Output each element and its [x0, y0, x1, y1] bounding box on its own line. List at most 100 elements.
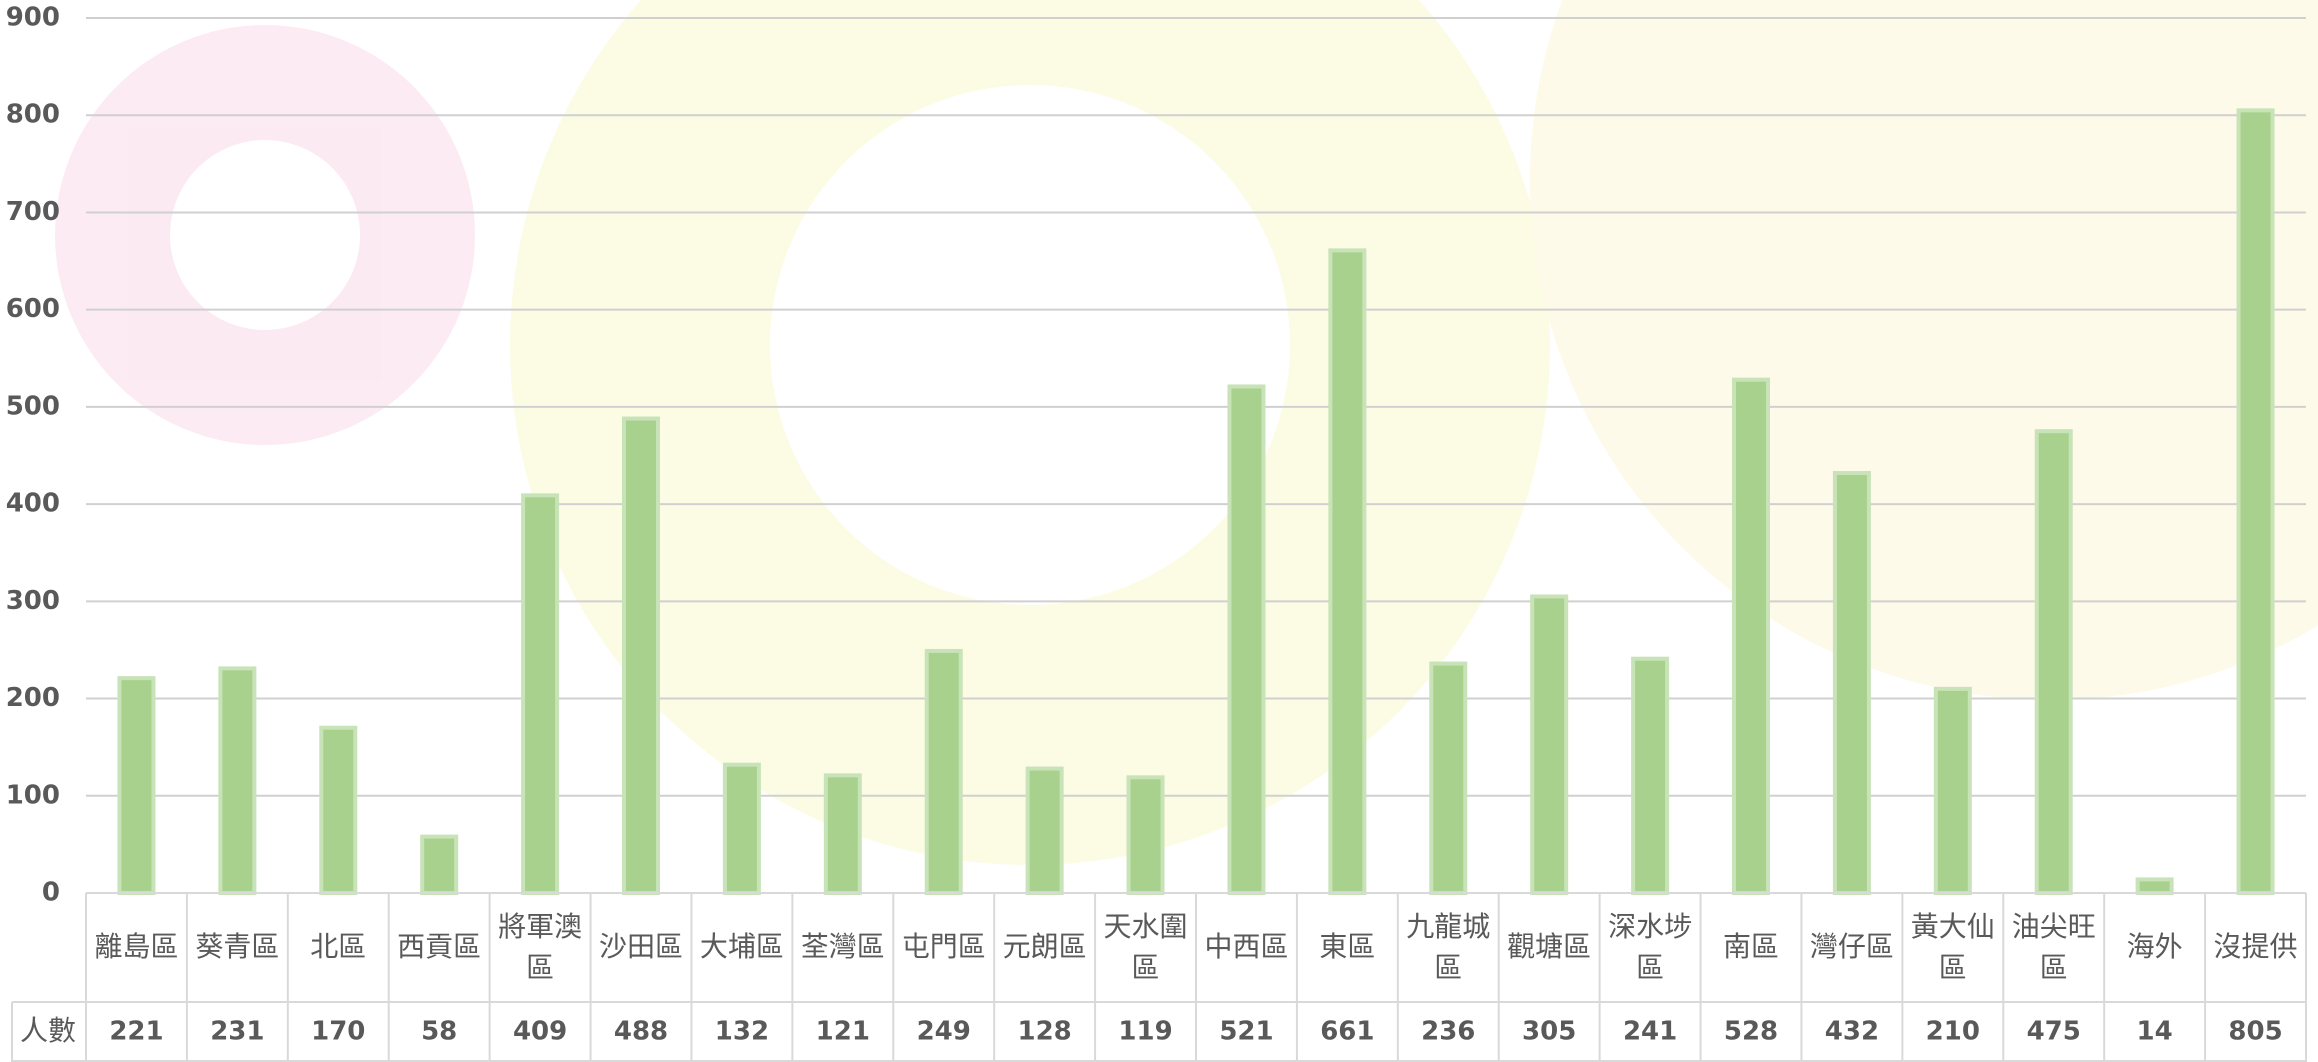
value-label: 128: [1017, 1017, 1071, 1047]
x-tick-label: 沒提供: [2213, 930, 2298, 964]
y-tick-label: 700: [6, 197, 60, 227]
value-label: 14: [2137, 1017, 2173, 1047]
value-label: 119: [1118, 1017, 1172, 1047]
x-tick-cell: 西貢區: [397, 930, 482, 964]
bar: [420, 834, 459, 895]
bar: [1025, 766, 1064, 895]
value-label: 58: [421, 1017, 457, 1047]
x-tick-cell: 屯門區: [901, 930, 986, 964]
x-tick-cell: 大埔區: [699, 930, 784, 964]
value-label: 121: [816, 1017, 870, 1047]
value-label: 249: [917, 1017, 971, 1047]
x-tick-cell: 離島區: [94, 930, 179, 964]
bar: [1530, 594, 1569, 895]
value-label: 488: [614, 1017, 668, 1047]
x-tick-cell: 深水埗區: [1608, 909, 1693, 984]
x-tick-cell: 觀塘區: [1507, 930, 1592, 964]
bar: [1429, 661, 1468, 895]
y-tick-label: 400: [6, 489, 60, 519]
x-tick-cell: 將軍澳區: [498, 909, 583, 984]
bar: [1126, 775, 1165, 895]
x-tick-cell: 東區: [1319, 930, 1376, 964]
bar: [1732, 377, 1770, 895]
value-label: 241: [1623, 1017, 1677, 1047]
x-tick-label: 屯門區: [901, 930, 986, 964]
x-tick-label: 油尖旺區: [2011, 909, 2096, 984]
x-tick-label: 葵青區: [195, 930, 280, 964]
value-label: 661: [1320, 1017, 1374, 1047]
x-tick-label: 南區: [1722, 930, 1779, 964]
y-tick-label: 900: [6, 3, 60, 33]
y-tick-label: 500: [6, 391, 60, 421]
x-tick-cell: 葵青區: [195, 930, 280, 964]
value-label: 409: [513, 1017, 567, 1047]
bar: [521, 493, 560, 895]
y-tick-label: 600: [6, 294, 60, 324]
bar: [823, 773, 862, 895]
bar: [1933, 686, 1972, 895]
legend-label: 人數: [20, 1014, 76, 1047]
bar: [2236, 108, 2275, 896]
x-tick-cell: 油尖旺區: [2011, 909, 2096, 984]
value-label: 236: [1421, 1017, 1475, 1047]
x-tick-cell: 沙田區: [598, 930, 683, 964]
bar: [1832, 471, 1871, 895]
value-label: 305: [1522, 1017, 1576, 1047]
value-label: 528: [1724, 1017, 1778, 1047]
x-tick-cell: 黃大仙區: [1910, 909, 1995, 984]
x-tick-cell: 中西區: [1204, 930, 1289, 964]
x-tick-label: 東區: [1319, 930, 1376, 964]
x-tick-cell: 北區: [310, 930, 367, 964]
x-tick-cell: 九龍城區: [1406, 909, 1491, 984]
value-label: 805: [2228, 1017, 2282, 1047]
x-tick-label: 大埔區: [699, 930, 784, 964]
x-tick-cell: 南區: [1722, 930, 1779, 964]
bar: [622, 416, 660, 895]
x-tick-label: 天水圍區: [1103, 909, 1188, 984]
x-tick-cell: 元朗區: [1002, 930, 1087, 964]
bar: [924, 648, 963, 896]
y-tick-label: 0: [42, 878, 60, 908]
x-tick-cell: 荃灣區: [800, 930, 885, 964]
value-label: 210: [1926, 1017, 1980, 1047]
x-tick-label: 沙田區: [598, 930, 683, 964]
bar: [218, 666, 257, 896]
bar: [2135, 877, 2174, 896]
x-tick-cell: 天水圍區: [1103, 909, 1188, 984]
x-tick-label: 觀塘區: [1507, 930, 1592, 964]
bar: [2034, 429, 2073, 895]
y-tick-label: 200: [6, 683, 60, 713]
x-tick-label: 深水埗區: [1608, 909, 1693, 984]
y-tick-label: 300: [6, 586, 60, 616]
x-tick-label: 北區: [310, 930, 367, 964]
x-tick-label: 中西區: [1204, 930, 1289, 964]
x-tick-label: 元朗區: [1002, 930, 1087, 964]
value-label: 231: [210, 1017, 264, 1047]
background-gears: [55, 0, 2318, 865]
bar: [319, 725, 358, 895]
bar: [117, 676, 156, 896]
x-tick-cell: 灣仔區: [1809, 930, 1894, 964]
x-tick-label: 灣仔區: [1809, 930, 1894, 964]
x-tick-label: 黃大仙區: [1910, 909, 1995, 984]
bar: [1227, 384, 1266, 895]
y-tick-label: 800: [6, 100, 60, 130]
x-tick-cell: 沒提供: [2213, 930, 2298, 964]
x-tick-label: 海外: [2126, 930, 2183, 964]
x-tick-label: 離島區: [94, 930, 179, 964]
bar: [1328, 248, 1367, 896]
x-tick-cell: 海外: [2126, 930, 2183, 964]
y-tick-label: 100: [6, 780, 60, 810]
bar: [722, 762, 761, 896]
value-label: 221: [109, 1017, 163, 1047]
x-tick-label: 荃灣區: [800, 930, 885, 964]
x-tick-label: 將軍澳區: [498, 909, 583, 984]
value-label: 132: [715, 1017, 769, 1047]
x-tick-label: 九龍城區: [1406, 909, 1491, 984]
value-label: 521: [1219, 1017, 1273, 1047]
value-label: 170: [311, 1017, 365, 1047]
x-tick-label: 西貢區: [397, 930, 482, 964]
value-label: 475: [2027, 1017, 2081, 1047]
bar: [1631, 656, 1670, 896]
